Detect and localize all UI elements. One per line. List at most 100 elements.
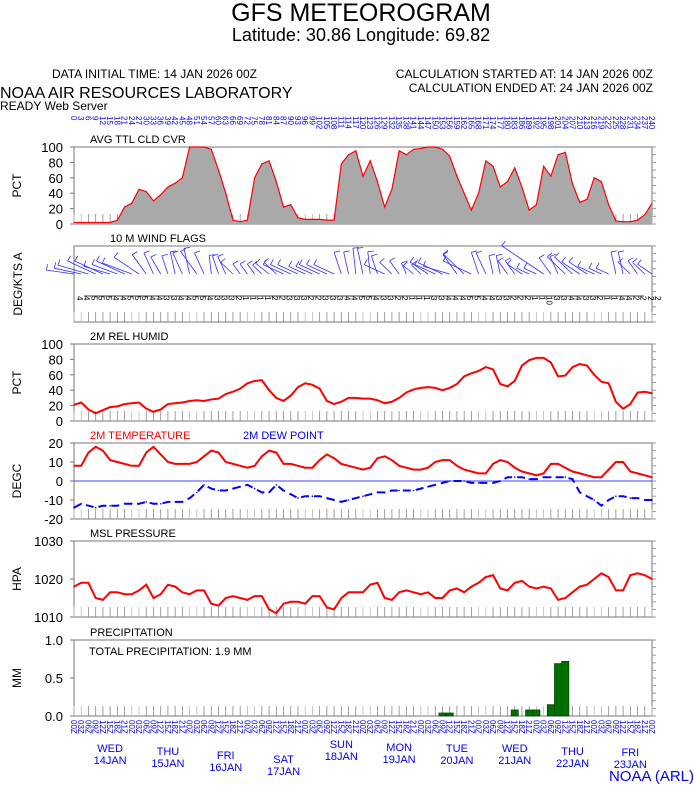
dewpoint-point (87, 504, 90, 507)
calc-started: CALCULATION STARTED AT: 14 JAN 2026 00Z (396, 67, 653, 81)
cloud-point (586, 198, 588, 200)
dewpoint-point (600, 504, 603, 507)
wind-speed-label: 5 (357, 296, 366, 301)
dewpoint-point (528, 478, 530, 480)
panel-title: 2M REL HUMID (90, 331, 168, 343)
pressure-point (224, 597, 227, 599)
temperature-point (167, 461, 169, 463)
wind-barb-flag (132, 251, 138, 255)
forecast-hour-label: 105 (322, 116, 331, 130)
temperature-point (506, 461, 509, 463)
dewpoint-point (586, 495, 588, 498)
wind-barb (632, 262, 646, 275)
precip-total: TOTAL PRECIPITATION: 1.9 MM (89, 646, 252, 658)
cloud-point (535, 204, 538, 206)
hour-label: 09Z (206, 720, 215, 734)
pressure-point (586, 583, 588, 586)
y-axis-label: MM (10, 668, 24, 688)
pressure-point (420, 593, 422, 595)
dewpoint-point (441, 482, 444, 484)
y-tick-label: 60 (49, 171, 63, 186)
temperature-point (586, 474, 588, 477)
wind-barb-flag (471, 250, 478, 253)
day-label: THU (157, 746, 180, 758)
wind-speed-label: 1 (256, 296, 265, 301)
wind-barb (270, 264, 291, 275)
wind-barb (370, 255, 378, 275)
cloud-point (355, 150, 357, 152)
wind-barb (617, 251, 624, 275)
rh-point (420, 387, 422, 389)
rh-point (224, 393, 227, 395)
wind-speed-label: 5 (97, 296, 106, 301)
pressure-point (145, 583, 148, 586)
wind-speed-label: 2 (523, 296, 532, 301)
hour-label: 00Z (127, 720, 136, 734)
wind-speed-label: 4 (566, 296, 575, 301)
y-tick-label: -10 (44, 493, 63, 508)
hour-label: 21Z (120, 720, 129, 734)
rh-point (485, 366, 487, 368)
wind-barb-flag (379, 258, 385, 263)
rh-point (297, 386, 299, 388)
wind-barb (507, 263, 523, 275)
temperature-point (138, 465, 140, 467)
dewpoint-point (333, 499, 335, 501)
rh-point (376, 399, 379, 402)
hour-label: 12Z (329, 720, 338, 734)
wind-barb (488, 255, 494, 275)
forecast-hour-label: 237 (640, 116, 649, 130)
cloud-point (254, 177, 256, 179)
cloud-point (478, 192, 480, 194)
rh-point (73, 404, 75, 406)
cloud-point (456, 175, 458, 177)
forecast-hour-label: 201 (553, 116, 562, 130)
temperature-point (571, 470, 574, 473)
y-tick-label: 1020 (34, 572, 63, 587)
rh-point (354, 397, 357, 399)
wind-barb-flag (617, 258, 623, 263)
hour-label: 00Z (589, 720, 598, 734)
temperature-point (282, 463, 285, 465)
temperature-point (275, 451, 278, 454)
wind-speed-label: 5 (472, 296, 481, 301)
wind-speed-label: 3 (378, 296, 387, 301)
hour-label: 18Z (112, 720, 121, 734)
temperature-point (145, 451, 148, 454)
date-label: 22JAN (556, 758, 589, 770)
forecast-hour-label: 228 (618, 116, 627, 130)
wind-speed-label: 4 (451, 296, 460, 301)
wind-barb (364, 264, 385, 275)
forecast-hour-label: 177 (495, 116, 504, 130)
hour-label: 06Z (488, 720, 497, 734)
hour-label: 03Z (481, 720, 490, 734)
pressure-point (427, 591, 429, 594)
pressure-point (116, 591, 119, 594)
wind-barb (610, 251, 617, 275)
dewpoint-point (347, 499, 350, 501)
wind-barb (161, 255, 169, 275)
dewpoint-point (354, 497, 357, 499)
cloud-point (550, 175, 552, 177)
temperature-point (268, 449, 270, 452)
hour-label: 12Z (98, 720, 107, 734)
rh-point (441, 389, 444, 392)
hour-label: 09Z (264, 720, 273, 734)
pressure-point (383, 597, 386, 599)
y-tick-label: 10 (49, 455, 63, 470)
temperature-point (485, 472, 487, 475)
cloud-point (152, 200, 155, 202)
wind-barb-flag (417, 257, 422, 263)
date-label: 21JAN (498, 755, 531, 767)
wind-speed-label: 5 (89, 296, 98, 301)
hour-label: 09Z (380, 720, 389, 734)
wind-barb (150, 256, 162, 275)
pressure-point (535, 587, 538, 590)
wind-barb-flag (554, 252, 560, 258)
wind-speed-label: 2 (516, 296, 525, 301)
cloud-point (362, 175, 364, 177)
rh-point (362, 397, 364, 400)
dewpoint-point (131, 503, 133, 505)
dewpoint-point (174, 501, 176, 503)
